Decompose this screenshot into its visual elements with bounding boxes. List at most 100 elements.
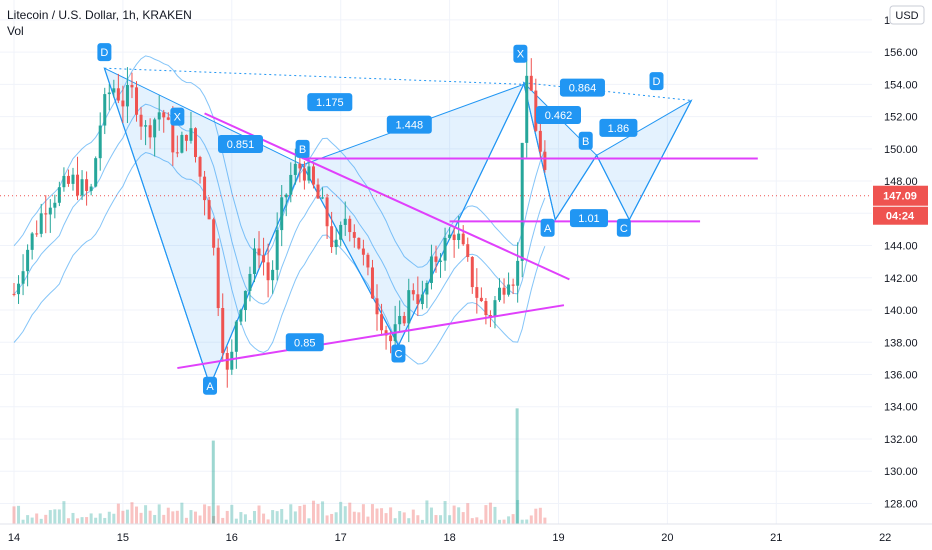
volume-spike [211,440,215,524]
candle-body [538,130,542,152]
candle-body [85,179,89,191]
candle-body [361,248,365,255]
volume-bar [184,517,188,524]
trend-line [177,304,565,370]
volume-bar [212,515,216,524]
y-tick-label: 154.00 [884,79,918,91]
point-label-d: D [653,76,661,88]
volume-bar [180,502,184,524]
volume-bar [271,510,275,524]
candle-body [370,267,374,299]
point-label-box [170,107,185,126]
ratio-label-box [285,333,324,352]
volume-bar [425,500,429,524]
y-tick-label: 138.00 [884,337,918,349]
candle-body [257,248,261,256]
candle-body [225,353,229,370]
currency-button[interactable]: USD [889,5,925,25]
y-tick-label: 150.00 [884,144,918,156]
volume-bar [207,506,211,524]
point-label-a: A [206,381,214,393]
volume-bar [511,514,515,524]
volume-bar [266,519,270,524]
y-tick-label: 136.00 [884,370,918,382]
volume-bar [298,505,302,524]
candle-body [502,287,506,295]
x-tick-label: 16 [226,532,238,544]
volume-bar [384,513,388,524]
volume-bar [230,504,234,524]
candle-body [516,260,520,286]
y-tick-label: 134.00 [884,402,918,414]
candle-body [57,187,61,203]
point-label-x: X [174,112,182,124]
ratio-label-box [536,105,581,124]
volume-bar [125,509,129,524]
volume-bar [302,504,306,524]
volume-bar [343,506,347,524]
point-label-box [649,72,664,91]
volume-bar [248,519,252,524]
candle-body [407,290,411,324]
point-label-box [540,218,555,237]
x-tick-label: 22 [879,532,891,544]
volume-bar [479,519,483,524]
trend-line [204,112,570,281]
point-label-a: A [544,223,552,235]
ratio-label-box [559,78,605,97]
candle-body [53,202,57,208]
volume-bar [257,505,261,524]
candle-body [184,134,188,141]
volume-bar [35,513,39,524]
volume-bar [466,503,470,524]
volume-indicator-label[interactable]: Vol [7,24,24,38]
volume-bar [275,511,279,524]
band-line [13,55,546,268]
volume-bar [470,518,474,524]
volume-bar [144,505,148,524]
volume-bar [439,515,443,524]
volume-bar [461,512,465,524]
candle-body [162,112,166,118]
volume-bar [239,512,243,524]
volume-bar [107,511,111,524]
volume-bar [370,504,374,524]
candle-body [125,85,129,107]
candle-body [203,176,207,201]
y-tick-label: 130.00 [884,466,918,478]
volume-bar [171,511,175,524]
candle-body [171,119,175,153]
point-label-box [513,44,528,63]
volume-bar [525,519,529,524]
point-label-b: B [299,144,306,156]
volume-bar [26,515,30,524]
volume-bar [175,510,179,524]
volume-bar [325,515,329,524]
ratio-label: 0.851 [227,139,255,151]
point-label-box [295,139,310,158]
candle-body [507,284,511,295]
volume-bar [389,507,393,524]
candle-body [321,197,325,199]
candle-body [198,157,202,177]
volume-bar [407,518,411,524]
candle-body [534,90,538,131]
point-label-box [578,131,593,150]
point-label-box [616,218,631,237]
candle-body [498,287,502,301]
volume-bar [429,507,433,524]
symbol-title[interactable]: Litecoin / U.S. Dollar, 1h, KRAKEN [7,8,192,22]
candle-body [39,213,43,234]
ratio-label: 1.175 [316,97,344,109]
candle-body [302,168,306,181]
ratio-label: 0.85 [294,337,315,349]
volume-bar [498,519,502,524]
volume-bar [398,511,402,524]
x-tick-label: 20 [661,532,673,544]
candle-body [89,186,93,191]
volume-bar [30,517,34,524]
countdown-badge [873,206,928,225]
volume-bar [280,509,284,524]
volume-bar [321,501,325,524]
